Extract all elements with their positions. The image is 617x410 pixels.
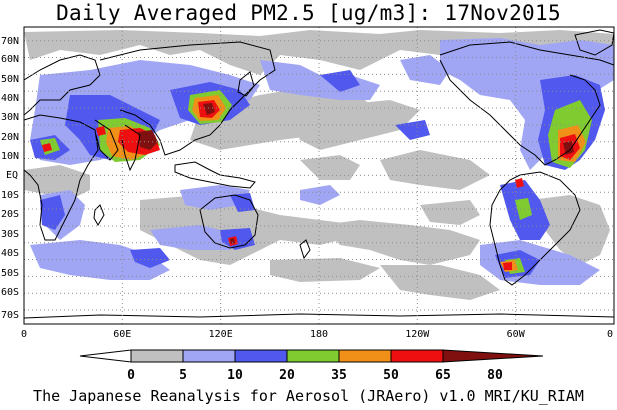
- lon-label: 120W: [405, 329, 430, 340]
- legend-swatch-20-35: [234, 349, 288, 363]
- legend-tick: 50: [383, 368, 399, 383]
- graticule: [24, 27, 614, 324]
- lat-label: 10S: [1, 190, 19, 201]
- footer-credit: The Japanese Reanalysis for Aerosol (JRA…: [33, 387, 584, 405]
- lat-label: 70S: [1, 310, 19, 321]
- lat-label: 40S: [1, 248, 19, 259]
- lat-label: 60N: [1, 54, 19, 65]
- lon-label: 0: [607, 329, 613, 340]
- legend-swatch-35-50: [286, 349, 340, 363]
- lat-label: EQ: [6, 170, 18, 181]
- legend-tick: 10: [227, 368, 243, 383]
- lat-label: 50N: [1, 74, 19, 85]
- legend-tick: 5: [179, 368, 187, 383]
- legend-swatch-5-10: [130, 349, 184, 363]
- lat-label: 70N: [1, 36, 19, 47]
- lat-label: 10N: [1, 151, 19, 162]
- colorbar-legend: 0 5 10 20 35 50 65 80: [0, 348, 617, 384]
- lat-label: 20S: [1, 209, 19, 220]
- map-frame: [23, 26, 615, 325]
- legend-swatch-0-5: [79, 349, 132, 363]
- lon-label: 60E: [113, 329, 131, 340]
- pm25-fields: [24, 27, 614, 324]
- lat-label: 30N: [1, 112, 19, 123]
- legend-swatch-50-65: [338, 349, 392, 363]
- lat-label: 20N: [1, 132, 19, 143]
- legend-tick: 80: [487, 368, 503, 383]
- pm25-map: 70N 60N 50N 40N 30N 20N 10N EQ 10S 20S 3…: [1, 26, 615, 340]
- colorbar-swatches: [79, 349, 544, 363]
- longitude-axis: 0 60E 120E 180 120W 60W 0: [21, 329, 613, 340]
- legend-tick: 20: [279, 368, 295, 383]
- legend-tick: 0: [127, 368, 135, 383]
- lat-label: 30S: [1, 229, 19, 240]
- legend-swatch-65-80: [390, 349, 444, 363]
- latitude-axis: 70N 60N 50N 40N 30N 20N 10N EQ 10S 20S 3…: [1, 36, 19, 321]
- map-title: Daily Averaged PM2.5 [ug/m3]: 17Nov2015: [56, 1, 561, 25]
- legend-swatch-10-20: [182, 349, 236, 363]
- pm25-level-80-plus: [138, 103, 574, 244]
- lat-label: 40N: [1, 93, 19, 104]
- lat-label: 60S: [1, 287, 19, 298]
- lat-label: 50S: [1, 268, 19, 279]
- coastlines: [24, 29, 614, 319]
- legend-swatch-80-plus: [442, 349, 544, 363]
- lon-label: 0: [21, 329, 27, 340]
- lon-label: 120E: [209, 329, 233, 340]
- legend-tick: 35: [331, 368, 347, 383]
- colorbar-ticks: 0 5 10 20 35 50 65 80: [127, 368, 503, 383]
- lon-label: 60W: [507, 329, 526, 340]
- lon-label: 180: [310, 329, 328, 340]
- legend-tick: 65: [435, 368, 451, 383]
